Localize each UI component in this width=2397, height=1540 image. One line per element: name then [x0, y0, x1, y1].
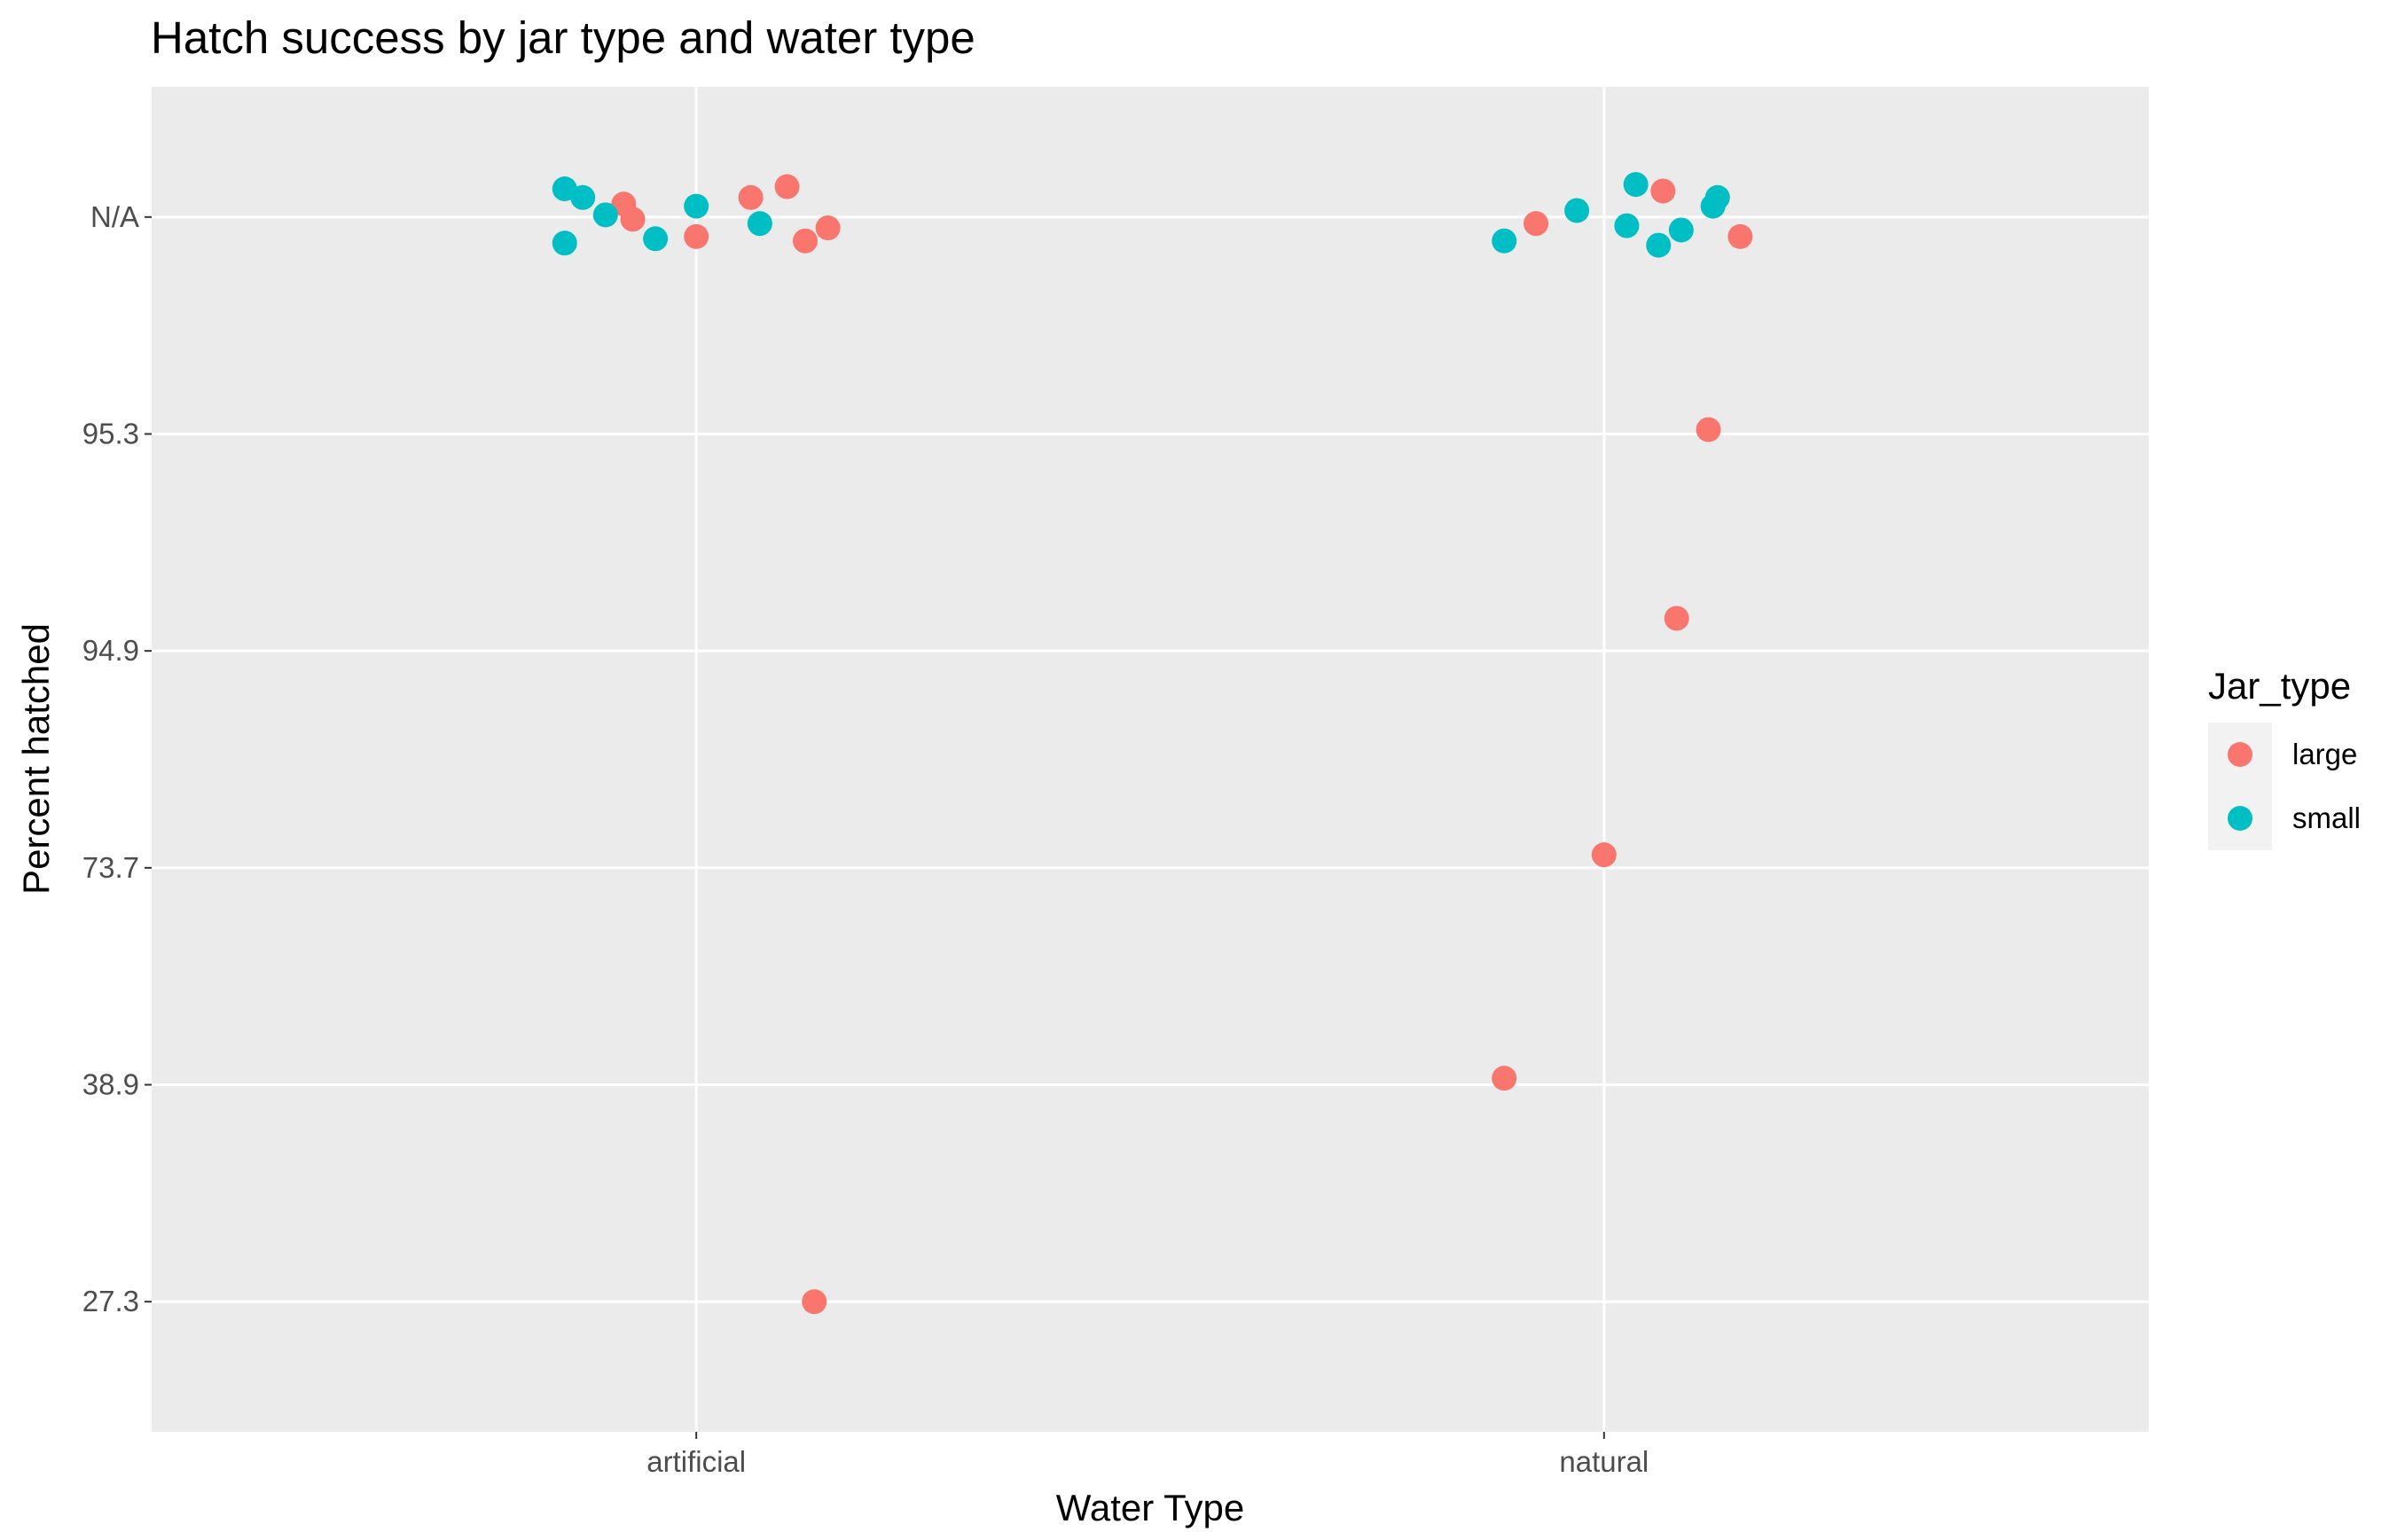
- data-point-large: [1524, 211, 1549, 237]
- data-point-small: [684, 193, 709, 219]
- data-point-small: [1668, 217, 1694, 243]
- data-point-large: [815, 215, 841, 241]
- data-point-small: [1646, 232, 1672, 258]
- y-tick-label: N/A: [90, 200, 139, 233]
- legend-entries: large small: [2208, 723, 2361, 850]
- legend-label-large: large: [2292, 738, 2357, 770]
- data-point-large: [793, 228, 819, 254]
- y-axis: 27.3 38.9 73.7 94.9 95.3 N/A: [82, 200, 152, 1317]
- y-tick-label: 27.3: [82, 1285, 139, 1317]
- data-point-small: [747, 211, 772, 237]
- data-point-large: [1696, 417, 1721, 442]
- data-points: [552, 172, 1753, 1315]
- data-point-large: [1664, 606, 1689, 631]
- data-point-small: [552, 231, 577, 256]
- data-point-small: [592, 202, 618, 228]
- data-point-small: [570, 184, 596, 210]
- data-point-small: [1614, 213, 1640, 238]
- chart-title: Hatch success by jar type and water type: [151, 12, 975, 63]
- grid-lines: [152, 87, 2149, 1432]
- data-point-large: [802, 1289, 827, 1315]
- y-tick-label: 94.9: [82, 634, 139, 667]
- y-tick-label: 38.9: [82, 1068, 139, 1101]
- legend-key-small: [2228, 806, 2252, 831]
- data-point-large: [1492, 1066, 1517, 1091]
- x-tick-label: artificial: [646, 1445, 746, 1478]
- data-point-small: [1623, 172, 1649, 198]
- legend: Jar_type large small: [2208, 665, 2361, 850]
- data-point-small: [643, 226, 669, 252]
- data-point-small: [1564, 198, 1590, 223]
- data-point-large: [774, 174, 800, 199]
- legend-label-small: small: [2292, 801, 2361, 834]
- x-axis-title: Water Type: [1056, 1487, 1244, 1528]
- data-point-small: [1704, 184, 1730, 210]
- data-point-large: [684, 223, 709, 249]
- data-point-large: [1650, 178, 1676, 204]
- plot-panel: [152, 87, 2149, 1432]
- data-point-large: [738, 184, 764, 210]
- data-point-large: [620, 207, 646, 232]
- x-tick-label: natural: [1559, 1445, 1649, 1478]
- data-point-large: [1727, 223, 1753, 249]
- legend-key-large: [2228, 742, 2252, 767]
- legend-title: Jar_type: [2208, 665, 2351, 707]
- x-axis: artificial natural: [646, 1432, 1649, 1478]
- y-tick-label: 95.3: [82, 417, 139, 449]
- data-point-small: [1492, 228, 1517, 254]
- y-axis-title: Percent hatched: [15, 623, 57, 895]
- y-tick-label: 73.7: [82, 851, 139, 884]
- data-point-large: [1591, 842, 1617, 868]
